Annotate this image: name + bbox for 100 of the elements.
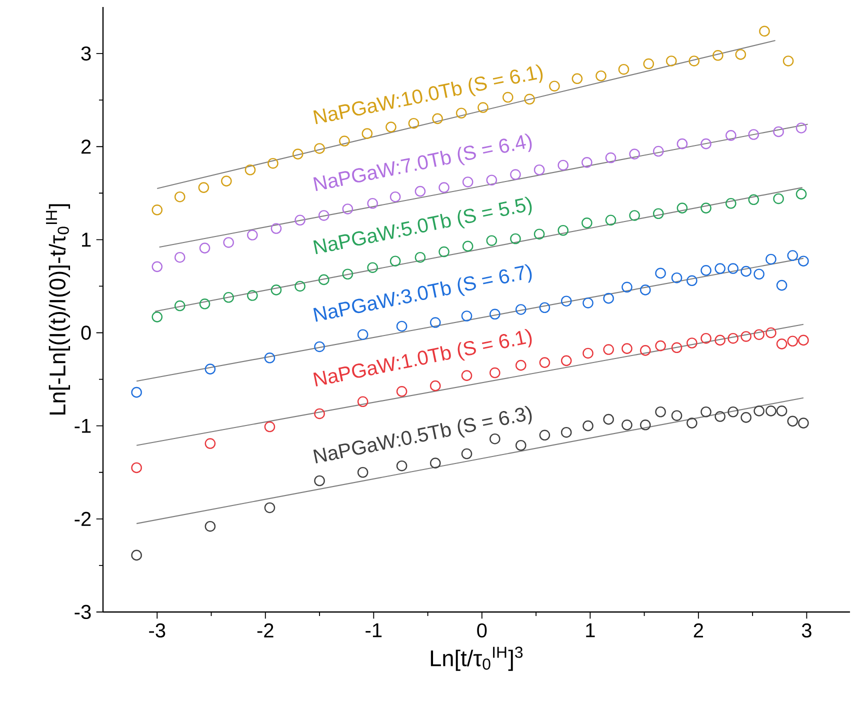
point [244,164,256,176]
point [748,129,760,140]
point [773,193,784,204]
point [294,214,306,226]
point [461,448,472,460]
point [712,50,724,61]
y-tick-label: 3 [81,46,91,61]
point [490,367,500,378]
point [798,418,809,428]
x-tick-label: 3 [802,623,812,638]
point [740,331,752,342]
point [652,208,664,220]
point [515,304,526,315]
point [605,214,616,226]
point [582,348,594,359]
point [787,416,798,427]
point [640,345,651,356]
point [622,343,632,354]
point [782,56,794,66]
x-tick-label: 1 [586,623,595,638]
point [558,224,569,236]
point [714,411,726,422]
point [362,128,373,139]
point [798,334,809,346]
point [462,176,474,188]
point [671,342,682,354]
point [268,158,278,169]
point [603,292,614,304]
point [292,148,304,160]
point [223,292,234,303]
point [766,406,776,416]
point [462,240,474,252]
point [247,290,258,301]
point [357,329,368,340]
point [776,280,788,291]
point [776,406,788,416]
point [603,344,614,355]
point [671,272,682,284]
point [539,302,550,314]
point [686,275,698,286]
point [515,360,526,371]
point [264,421,276,432]
point [572,73,583,84]
point [247,230,258,240]
point [582,420,594,432]
x-tick-label: -2 [257,623,274,638]
point [204,520,216,532]
point [560,426,572,438]
point [643,58,654,70]
point [726,198,736,209]
y-tick-label: -2 [74,512,91,526]
point [152,312,163,322]
y-tick-label: -3 [74,604,91,620]
point [396,386,408,397]
point [342,268,354,280]
point [676,138,688,150]
point [204,364,216,374]
point [787,336,798,347]
y-axis-title: Ln[-Ln[(I(t)/I(0)]-t/τ$_{0}$$^{IH}$] [46,204,70,415]
point [558,160,569,171]
point [534,228,545,240]
point [652,146,664,157]
point [603,414,614,425]
point [223,237,234,248]
point [490,308,500,320]
point [174,252,186,263]
point [618,64,630,75]
point [221,176,232,186]
point [622,420,632,430]
point [754,406,764,416]
point [629,148,640,160]
point [748,194,760,206]
point [314,408,325,420]
point [796,188,807,200]
point [294,280,306,292]
y-tick-label: -1 [74,418,91,433]
point [728,406,738,418]
point [686,338,698,348]
point [461,310,472,322]
y-tick-label: 0 [81,326,91,340]
point [367,262,378,274]
x-axis-title: Ln[t/τ$_{0}$$^{IH}$]$^{3}$ [430,646,523,671]
point [560,296,572,307]
point [549,80,560,92]
point [367,198,378,209]
point [390,256,401,266]
point [655,340,666,352]
point [174,191,186,202]
point [776,338,788,350]
point [796,122,807,134]
point [728,332,738,344]
point [478,102,488,113]
point [728,263,738,274]
point [700,406,712,418]
point [726,130,736,141]
point [204,438,216,449]
point [502,92,514,103]
point [688,56,700,66]
point [174,300,186,312]
point [640,420,651,430]
